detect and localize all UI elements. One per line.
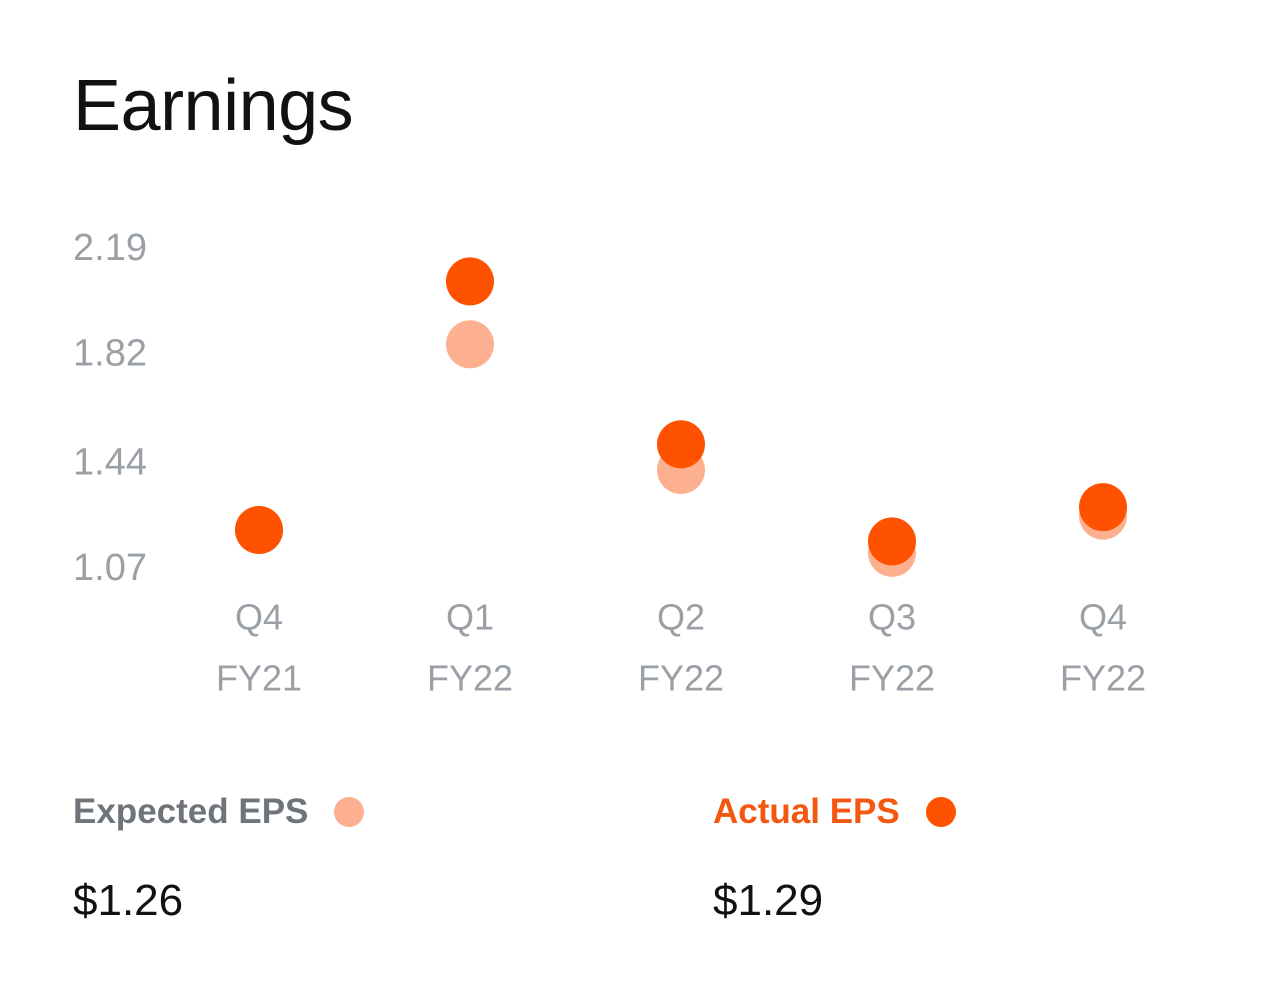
x-tick-quarter-label: Q4 [235,597,283,638]
x-tick-quarter-label: Q1 [446,597,494,638]
actual-eps-point[interactable] [235,506,283,554]
actual-eps-point[interactable] [1079,483,1127,532]
actual-eps-point[interactable] [868,517,916,566]
x-tick-fiscal-year-label: FY22 [427,658,513,699]
x-tick-quarter-label: Q3 [868,597,916,638]
legend-expected-value: $1.26 [73,876,184,925]
x-tick-fiscal-year-label: FY21 [216,658,302,699]
y-tick-label: 1.07 [73,547,147,589]
legend-expected-label: Expected EPS [73,792,309,831]
legend-expected-dot-icon [334,797,365,827]
page-title: Earnings [73,66,354,146]
x-tick-quarter-label: Q2 [657,597,705,638]
y-axis: 2.19 1.82 1.44 1.07 [73,227,147,589]
actual-eps-series [235,257,1127,566]
actual-eps-point[interactable] [657,420,705,469]
actual-eps-point[interactable] [446,257,494,306]
x-axis: Q4 FY21 Q1 FY22 Q2 FY22 Q3 FY22 Q4 FY22 [216,597,1146,699]
legend-actual: Actual EPS $1.29 [713,790,956,926]
y-tick-label: 1.82 [73,333,147,375]
x-tick-fiscal-year-label: FY22 [849,658,935,699]
legend-actual-dot-icon [925,797,956,827]
legend-actual-value: $1.29 [713,876,824,925]
earnings-chart: 2.19 1.82 1.44 1.07 Q4 FY21 Q1 FY22 Q2 FY22 Q3 FY2… [73,227,1146,699]
legend-actual-label: Actual EPS [713,792,900,831]
expected-eps-point[interactable] [446,320,494,369]
x-tick-fiscal-year-label: FY22 [1060,658,1146,699]
legend-expected: Expected EPS $1.26 [73,790,365,926]
y-tick-label: 2.19 [73,227,147,269]
x-tick-quarter-label: Q4 [1079,597,1127,638]
y-tick-label: 1.44 [73,441,147,483]
x-tick-fiscal-year-label: FY22 [638,658,724,699]
